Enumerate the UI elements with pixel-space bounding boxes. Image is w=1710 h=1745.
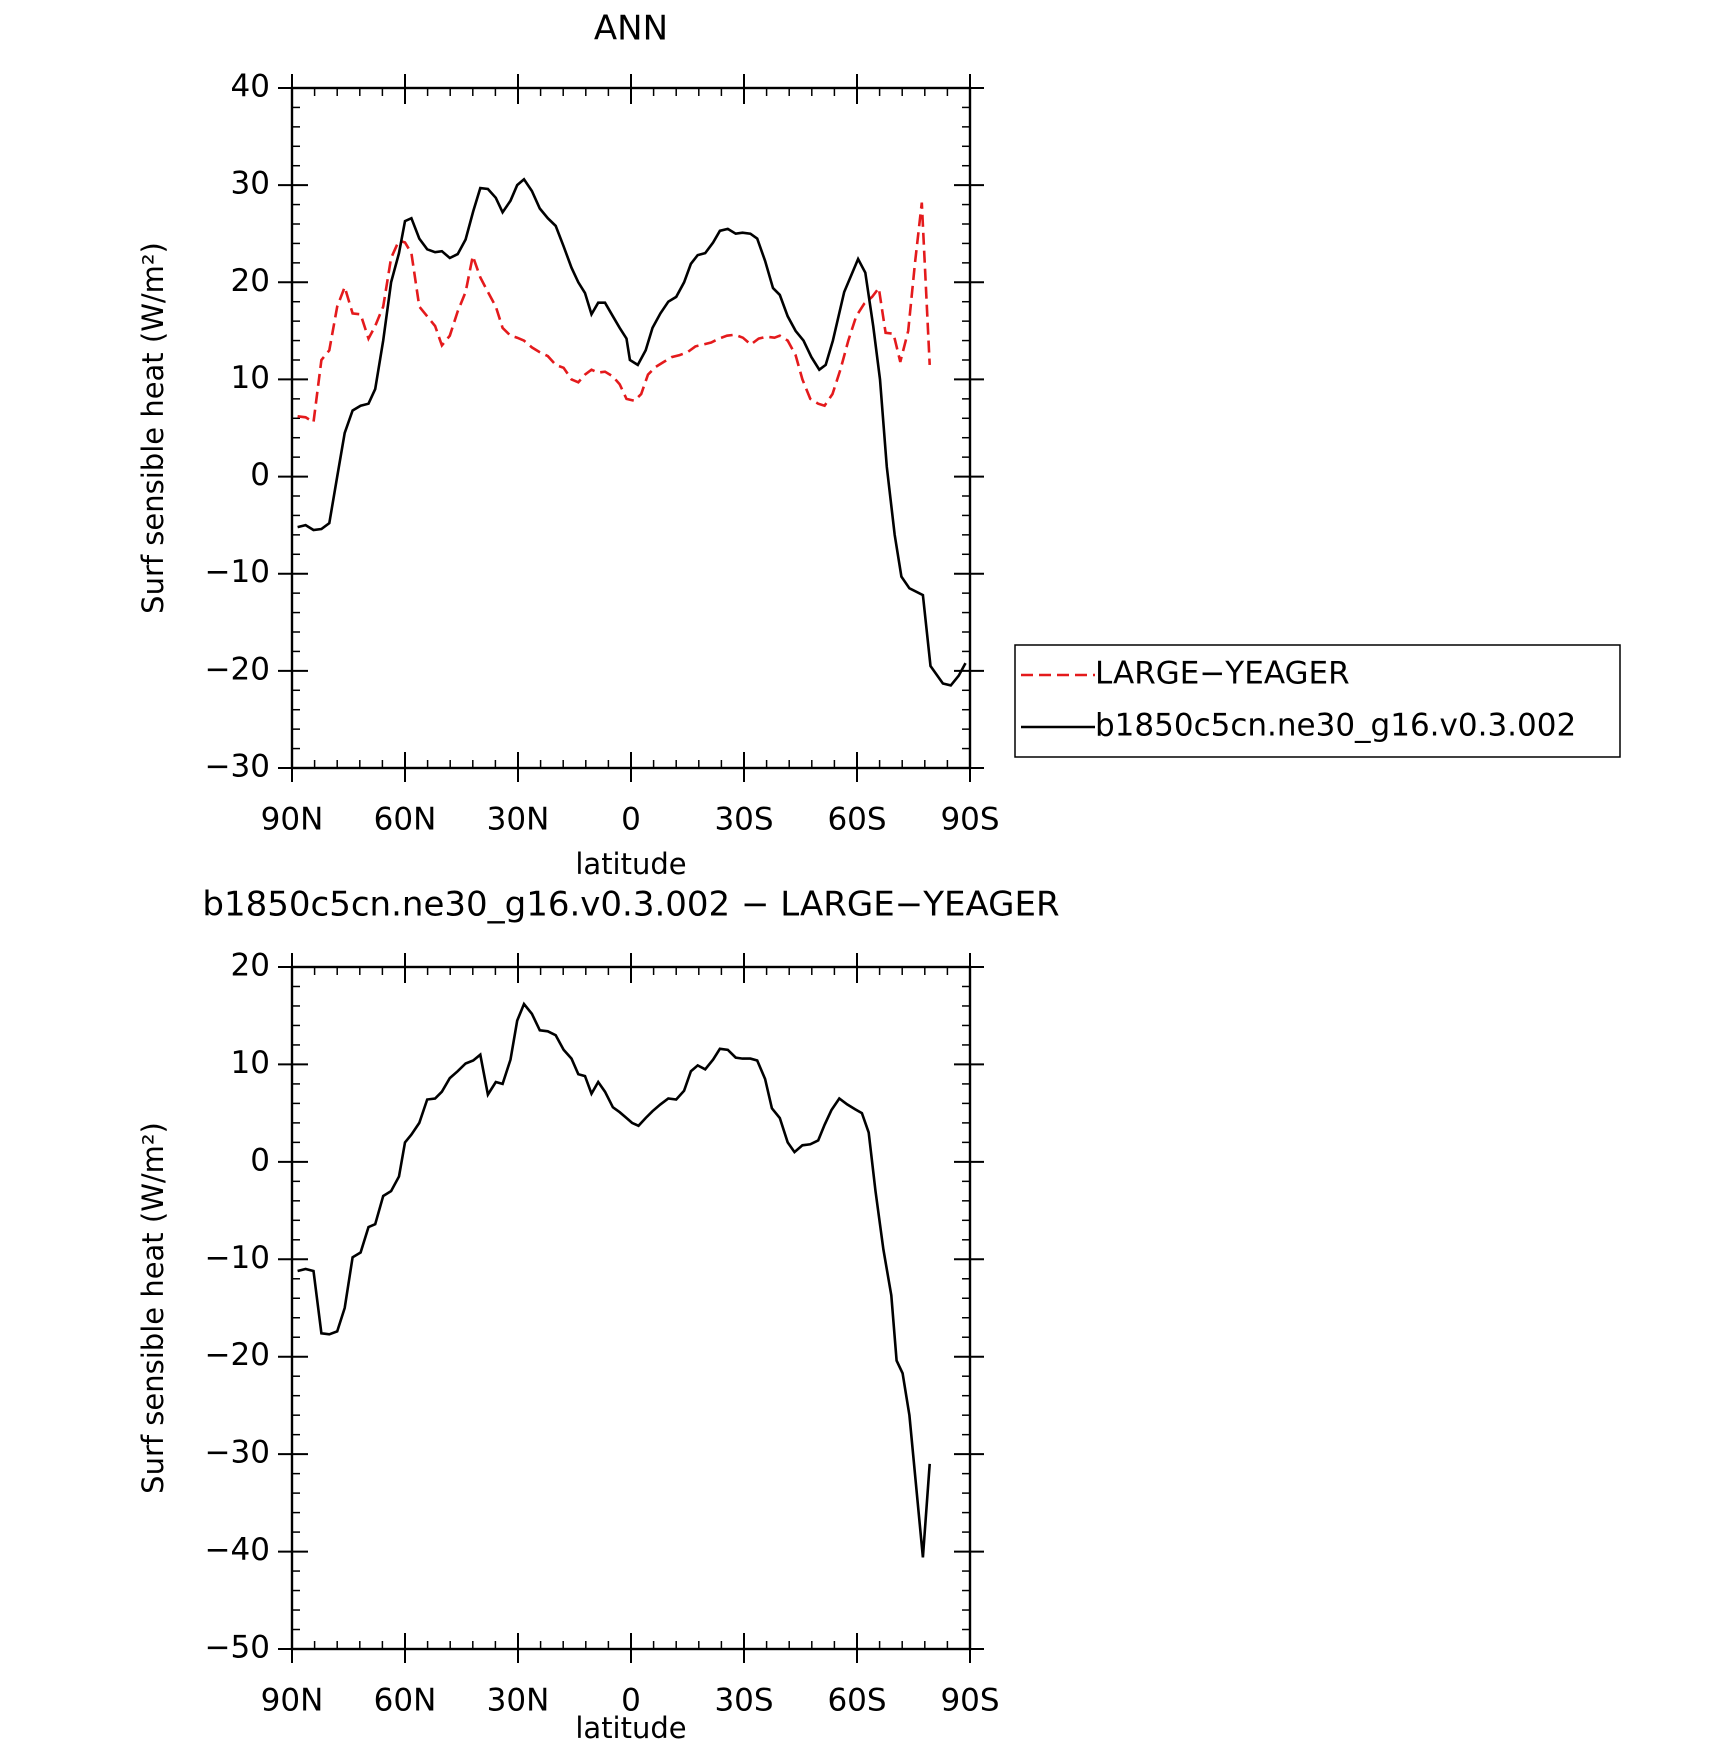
x-axis-label: latitude (575, 1711, 686, 1745)
y-tick-label: −10 (205, 554, 270, 590)
y-tick-label: 20 (231, 948, 270, 984)
y-tick-label: −20 (205, 651, 270, 687)
x-tick-label: 60S (827, 802, 886, 838)
x-tick-label: 0 (621, 1683, 641, 1719)
y-tick-label: −20 (205, 1337, 270, 1373)
data-line (297, 202, 931, 425)
y-tick-label: −30 (205, 749, 270, 785)
x-tick-label: 60N (374, 802, 437, 838)
x-tick-label: 90N (261, 802, 324, 838)
legend-label: b1850c5cn.ne30_g16.v0.3.002 (1095, 708, 1576, 744)
x-tick-label: 30S (714, 1683, 773, 1719)
y-axis-label: Surf sensible heat (W/m²) (136, 1122, 170, 1494)
data-line (297, 177, 967, 687)
plot: b1850c5cn.ne30_g16.v0.3.002 − LARGE−YEAG… (136, 885, 1060, 1745)
y-tick-label: −40 (205, 1532, 270, 1568)
y-axis-label: Surf sensible heat (W/m²) (136, 242, 170, 614)
chart-title: ANN (594, 9, 668, 49)
x-tick-label: 90S (940, 1683, 999, 1719)
x-tick-label: 90N (261, 1683, 324, 1719)
legend-box (1014, 644, 1621, 758)
x-tick-label: 0 (621, 802, 641, 838)
x-tick-label: 90S (940, 802, 999, 838)
y-tick-label: −50 (205, 1630, 270, 1666)
y-tick-label: 30 (231, 166, 270, 202)
x-axis-label: latitude (575, 847, 686, 881)
chart-title: b1850c5cn.ne30_g16.v0.3.002 − LARGE−YEAG… (202, 885, 1059, 925)
y-tick-label: −10 (205, 1240, 270, 1276)
x-tick-label: 30N (487, 802, 550, 838)
y-tick-label: 0 (250, 457, 270, 493)
legend-label: LARGE−YEAGER (1095, 656, 1350, 692)
x-tick-label: 30N (487, 1683, 550, 1719)
y-tick-label: 40 (231, 69, 270, 105)
y-tick-label: 10 (231, 1045, 270, 1081)
x-tick-label: 30S (714, 802, 773, 838)
data-line (297, 1001, 931, 1558)
x-tick-label: 60N (374, 1683, 437, 1719)
y-tick-label: −30 (205, 1435, 270, 1471)
y-tick-label: 10 (231, 360, 270, 396)
plot-frame (290, 86, 972, 770)
plot: ANN latitude Surf sensible heat (W/m²) −30 −… (136, 9, 1621, 881)
y-tick-label: 0 (250, 1142, 270, 1178)
x-tick-label: 60S (827, 1683, 886, 1719)
y-tick-label: 20 (231, 263, 270, 299)
legend: LARGE−YEAGER b1850c5cn.ne30_g16.v0.3.002 (1014, 644, 1621, 758)
plot-frame (290, 965, 972, 1651)
